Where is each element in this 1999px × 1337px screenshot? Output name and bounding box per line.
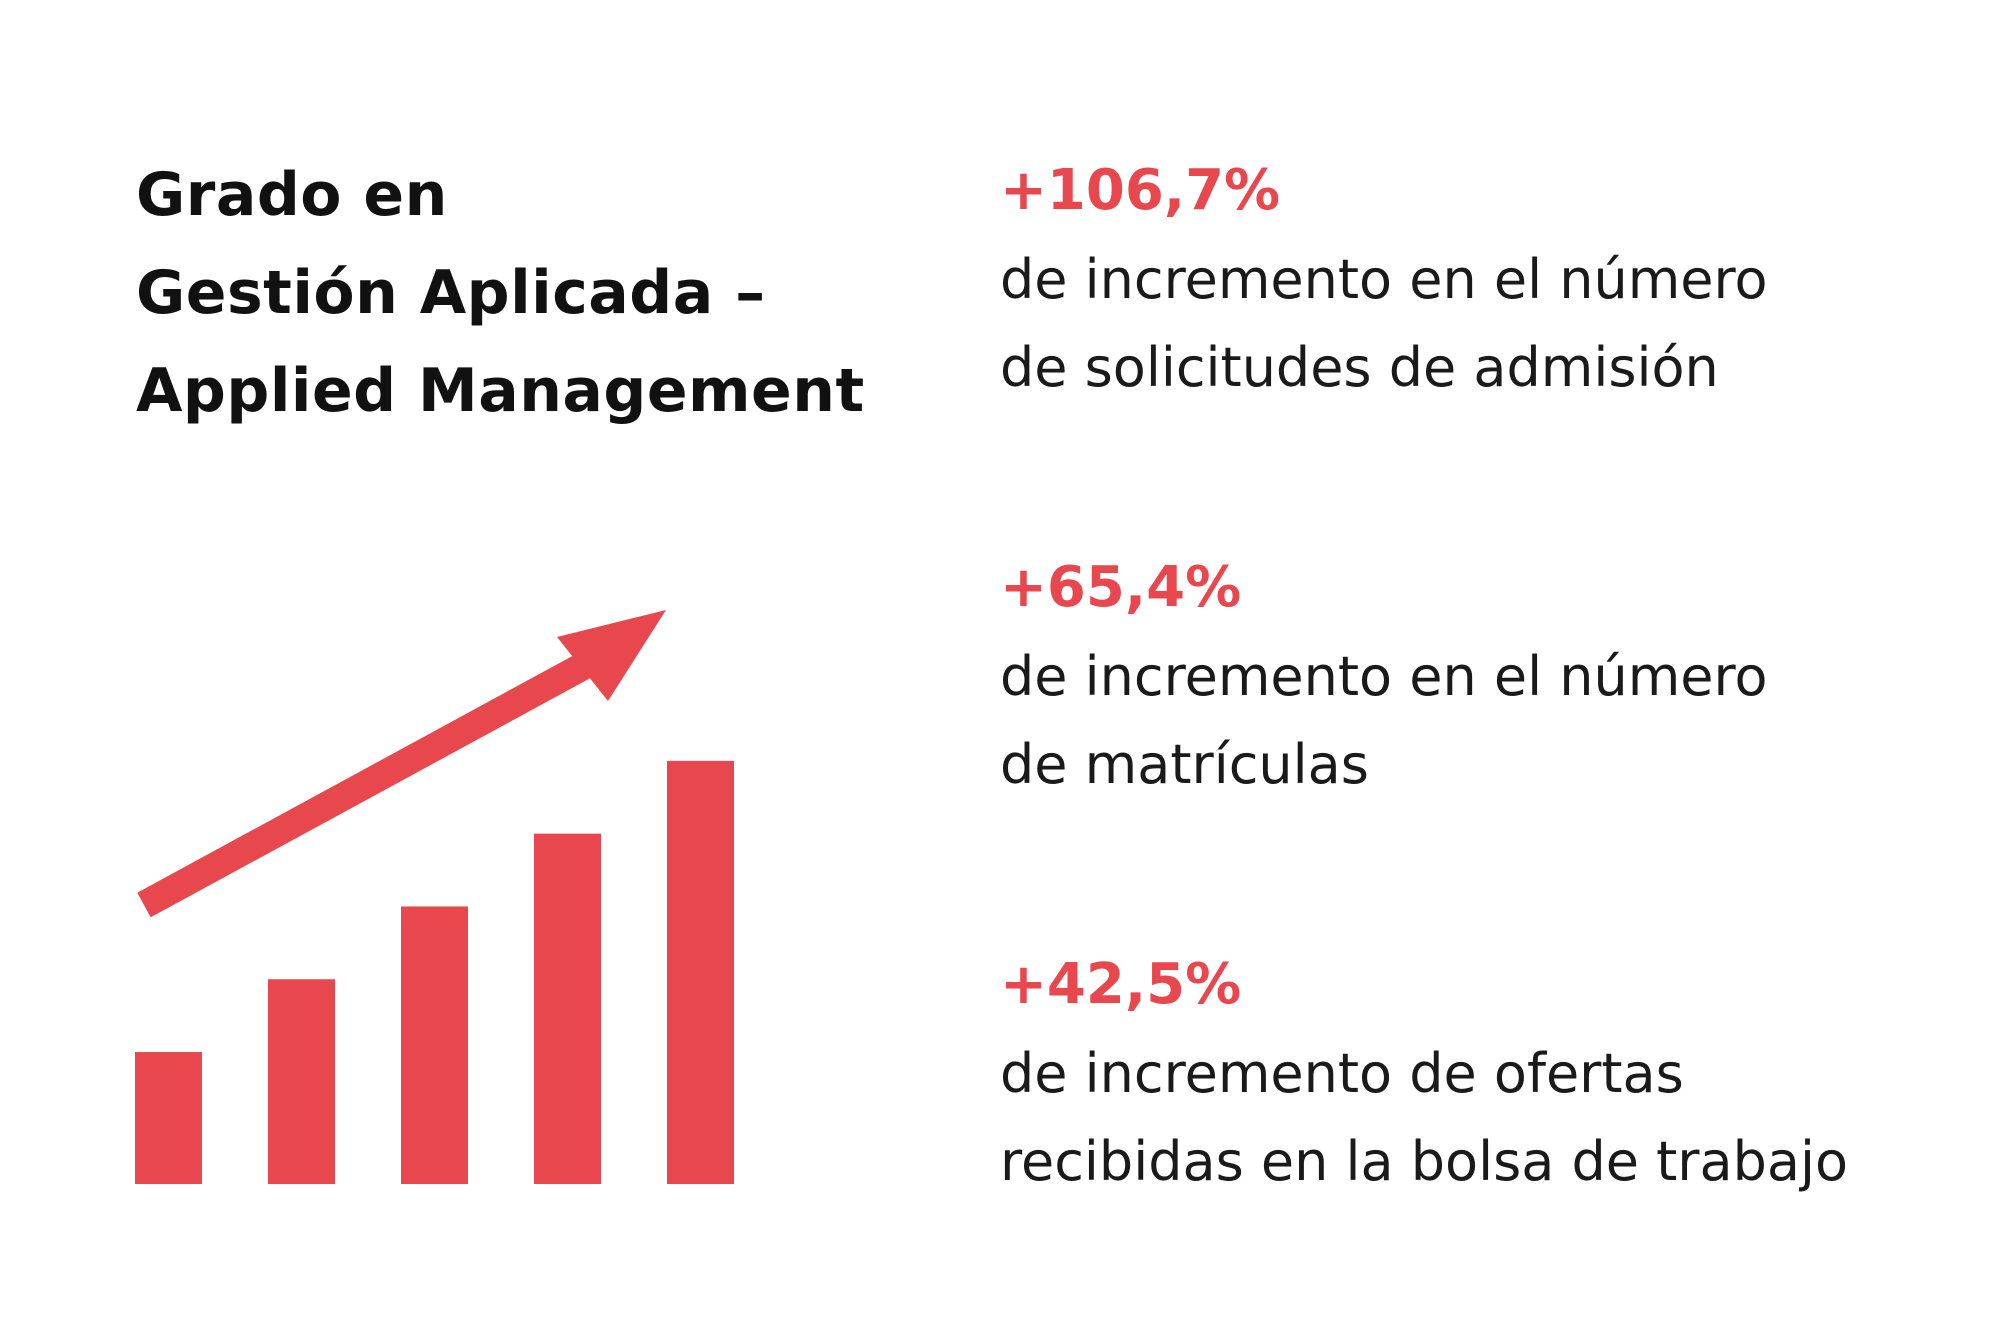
- bar-1: [135, 1052, 202, 1184]
- bar-5: [667, 760, 734, 1184]
- stat-value: +42,5%: [1000, 952, 1242, 1017]
- stat-description-line: de matrículas: [1000, 733, 1369, 796]
- bar-3: [401, 906, 468, 1184]
- title-line-3: Applied Management: [136, 356, 865, 426]
- stat-item: +42,5% de incremento de ofertas recibida…: [1000, 940, 1960, 1337]
- trend-arrow-head: [557, 610, 666, 701]
- trend-arrow-shaft: [137, 645, 605, 918]
- page-title: Grado en Gestión Aplicada – Applied Mana…: [136, 146, 896, 440]
- title-line-2: Gestión Aplicada –: [136, 258, 766, 328]
- stat-description-line: de incremento de ofertas: [1000, 1042, 1684, 1105]
- stat-value: +65,4%: [1000, 555, 1242, 620]
- stat-description-line: de solicitudes de admisión: [1000, 336, 1719, 399]
- stats-list: +106,7% de incremento en el número de so…: [1000, 146, 1960, 1337]
- stat-description-line: recibidas en la bolsa de trabajo: [1000, 1130, 1848, 1193]
- stat-description-line: de incremento en el número: [1000, 645, 1768, 708]
- stat-item: +106,7% de incremento en el número de so…: [1000, 146, 1960, 543]
- bars-group: [135, 760, 734, 1184]
- stat-item: +65,4% de incremento en el número de mat…: [1000, 543, 1960, 940]
- stat-value: +106,7%: [1000, 158, 1281, 223]
- bar-4: [534, 833, 601, 1184]
- bar-2: [268, 979, 335, 1184]
- title-line-1: Grado en: [136, 160, 448, 230]
- stat-description-line: de incremento en el número: [1000, 248, 1768, 311]
- growth-chart-icon: [135, 610, 734, 1184]
